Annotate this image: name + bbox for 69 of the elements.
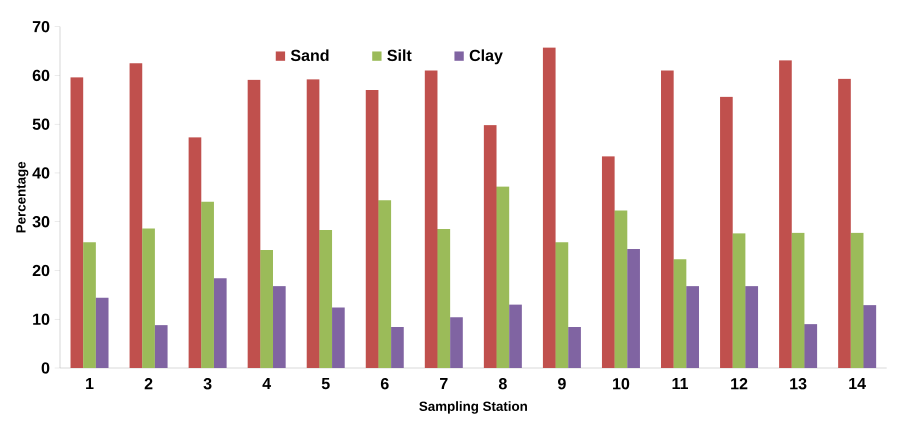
x-tick-label: 11 bbox=[672, 378, 688, 390]
bar bbox=[850, 232, 864, 368]
y-axis-title: Percentage bbox=[16, 162, 28, 232]
bar bbox=[863, 305, 876, 368]
bar bbox=[509, 304, 522, 368]
x-tick-label: 3 bbox=[204, 378, 212, 390]
y-tick-label: 10 bbox=[33, 314, 50, 325]
bar bbox=[214, 278, 227, 368]
bar bbox=[319, 230, 332, 368]
bar bbox=[674, 259, 686, 368]
x-tick-label: 14 bbox=[849, 378, 866, 390]
bar bbox=[720, 96, 733, 368]
x-tick-label: 5 bbox=[322, 378, 330, 390]
legend-label: Clay bbox=[470, 49, 503, 64]
x-tick-label: 6 bbox=[380, 378, 389, 390]
bar bbox=[496, 186, 510, 368]
bar bbox=[306, 79, 320, 368]
x-tick-label: 8 bbox=[498, 378, 507, 390]
y-tick-label: 40 bbox=[32, 167, 50, 179]
bar bbox=[260, 250, 274, 368]
bar bbox=[142, 228, 155, 368]
bar bbox=[792, 232, 804, 368]
x-tick-label: 7 bbox=[440, 378, 448, 390]
x-tick-label: 2 bbox=[144, 378, 152, 390]
x-tick-label: 10 bbox=[613, 378, 630, 390]
bar bbox=[661, 70, 674, 368]
bar bbox=[188, 137, 202, 368]
x-tick-label: 1 bbox=[86, 378, 94, 390]
bar bbox=[838, 78, 851, 368]
bar bbox=[568, 327, 581, 368]
y-tick-label: 20 bbox=[32, 264, 50, 276]
x-axis-title: Sampling Station bbox=[419, 401, 527, 414]
bar bbox=[779, 60, 792, 368]
x-tick-label: 9 bbox=[558, 378, 566, 390]
bar bbox=[542, 48, 556, 368]
y-tick-label: 60 bbox=[32, 70, 50, 82]
bar bbox=[70, 77, 84, 368]
bar bbox=[686, 286, 700, 368]
bar bbox=[627, 249, 640, 368]
bar bbox=[804, 324, 818, 368]
y-tick-label: 0 bbox=[42, 362, 50, 374]
bar bbox=[83, 242, 96, 368]
bar bbox=[248, 80, 260, 368]
bar bbox=[378, 200, 392, 368]
bar bbox=[201, 202, 214, 368]
bar bbox=[332, 308, 345, 368]
legend-label: Sand bbox=[290, 49, 328, 62]
bar bbox=[732, 233, 746, 368]
bar bbox=[450, 317, 463, 368]
bar bbox=[614, 210, 628, 368]
y-tick-label: 50 bbox=[32, 118, 50, 130]
bar bbox=[484, 125, 497, 368]
bar bbox=[437, 229, 450, 368]
x-tick-label: 13 bbox=[790, 378, 806, 390]
bar bbox=[424, 70, 438, 368]
y-tick-label: 70 bbox=[32, 21, 50, 32]
bar bbox=[391, 327, 404, 368]
x-tick-label: 12 bbox=[731, 378, 748, 390]
bar bbox=[96, 298, 109, 368]
x-tick-label: 4 bbox=[262, 378, 272, 390]
legend-label: Silt bbox=[387, 49, 412, 62]
bar bbox=[130, 63, 142, 368]
y-tick-label: 30 bbox=[32, 216, 50, 228]
bar bbox=[602, 156, 615, 368]
bar bbox=[366, 90, 378, 368]
bar bbox=[556, 242, 568, 368]
bar bbox=[745, 286, 758, 368]
bar bbox=[154, 325, 168, 368]
bar bbox=[273, 286, 286, 368]
